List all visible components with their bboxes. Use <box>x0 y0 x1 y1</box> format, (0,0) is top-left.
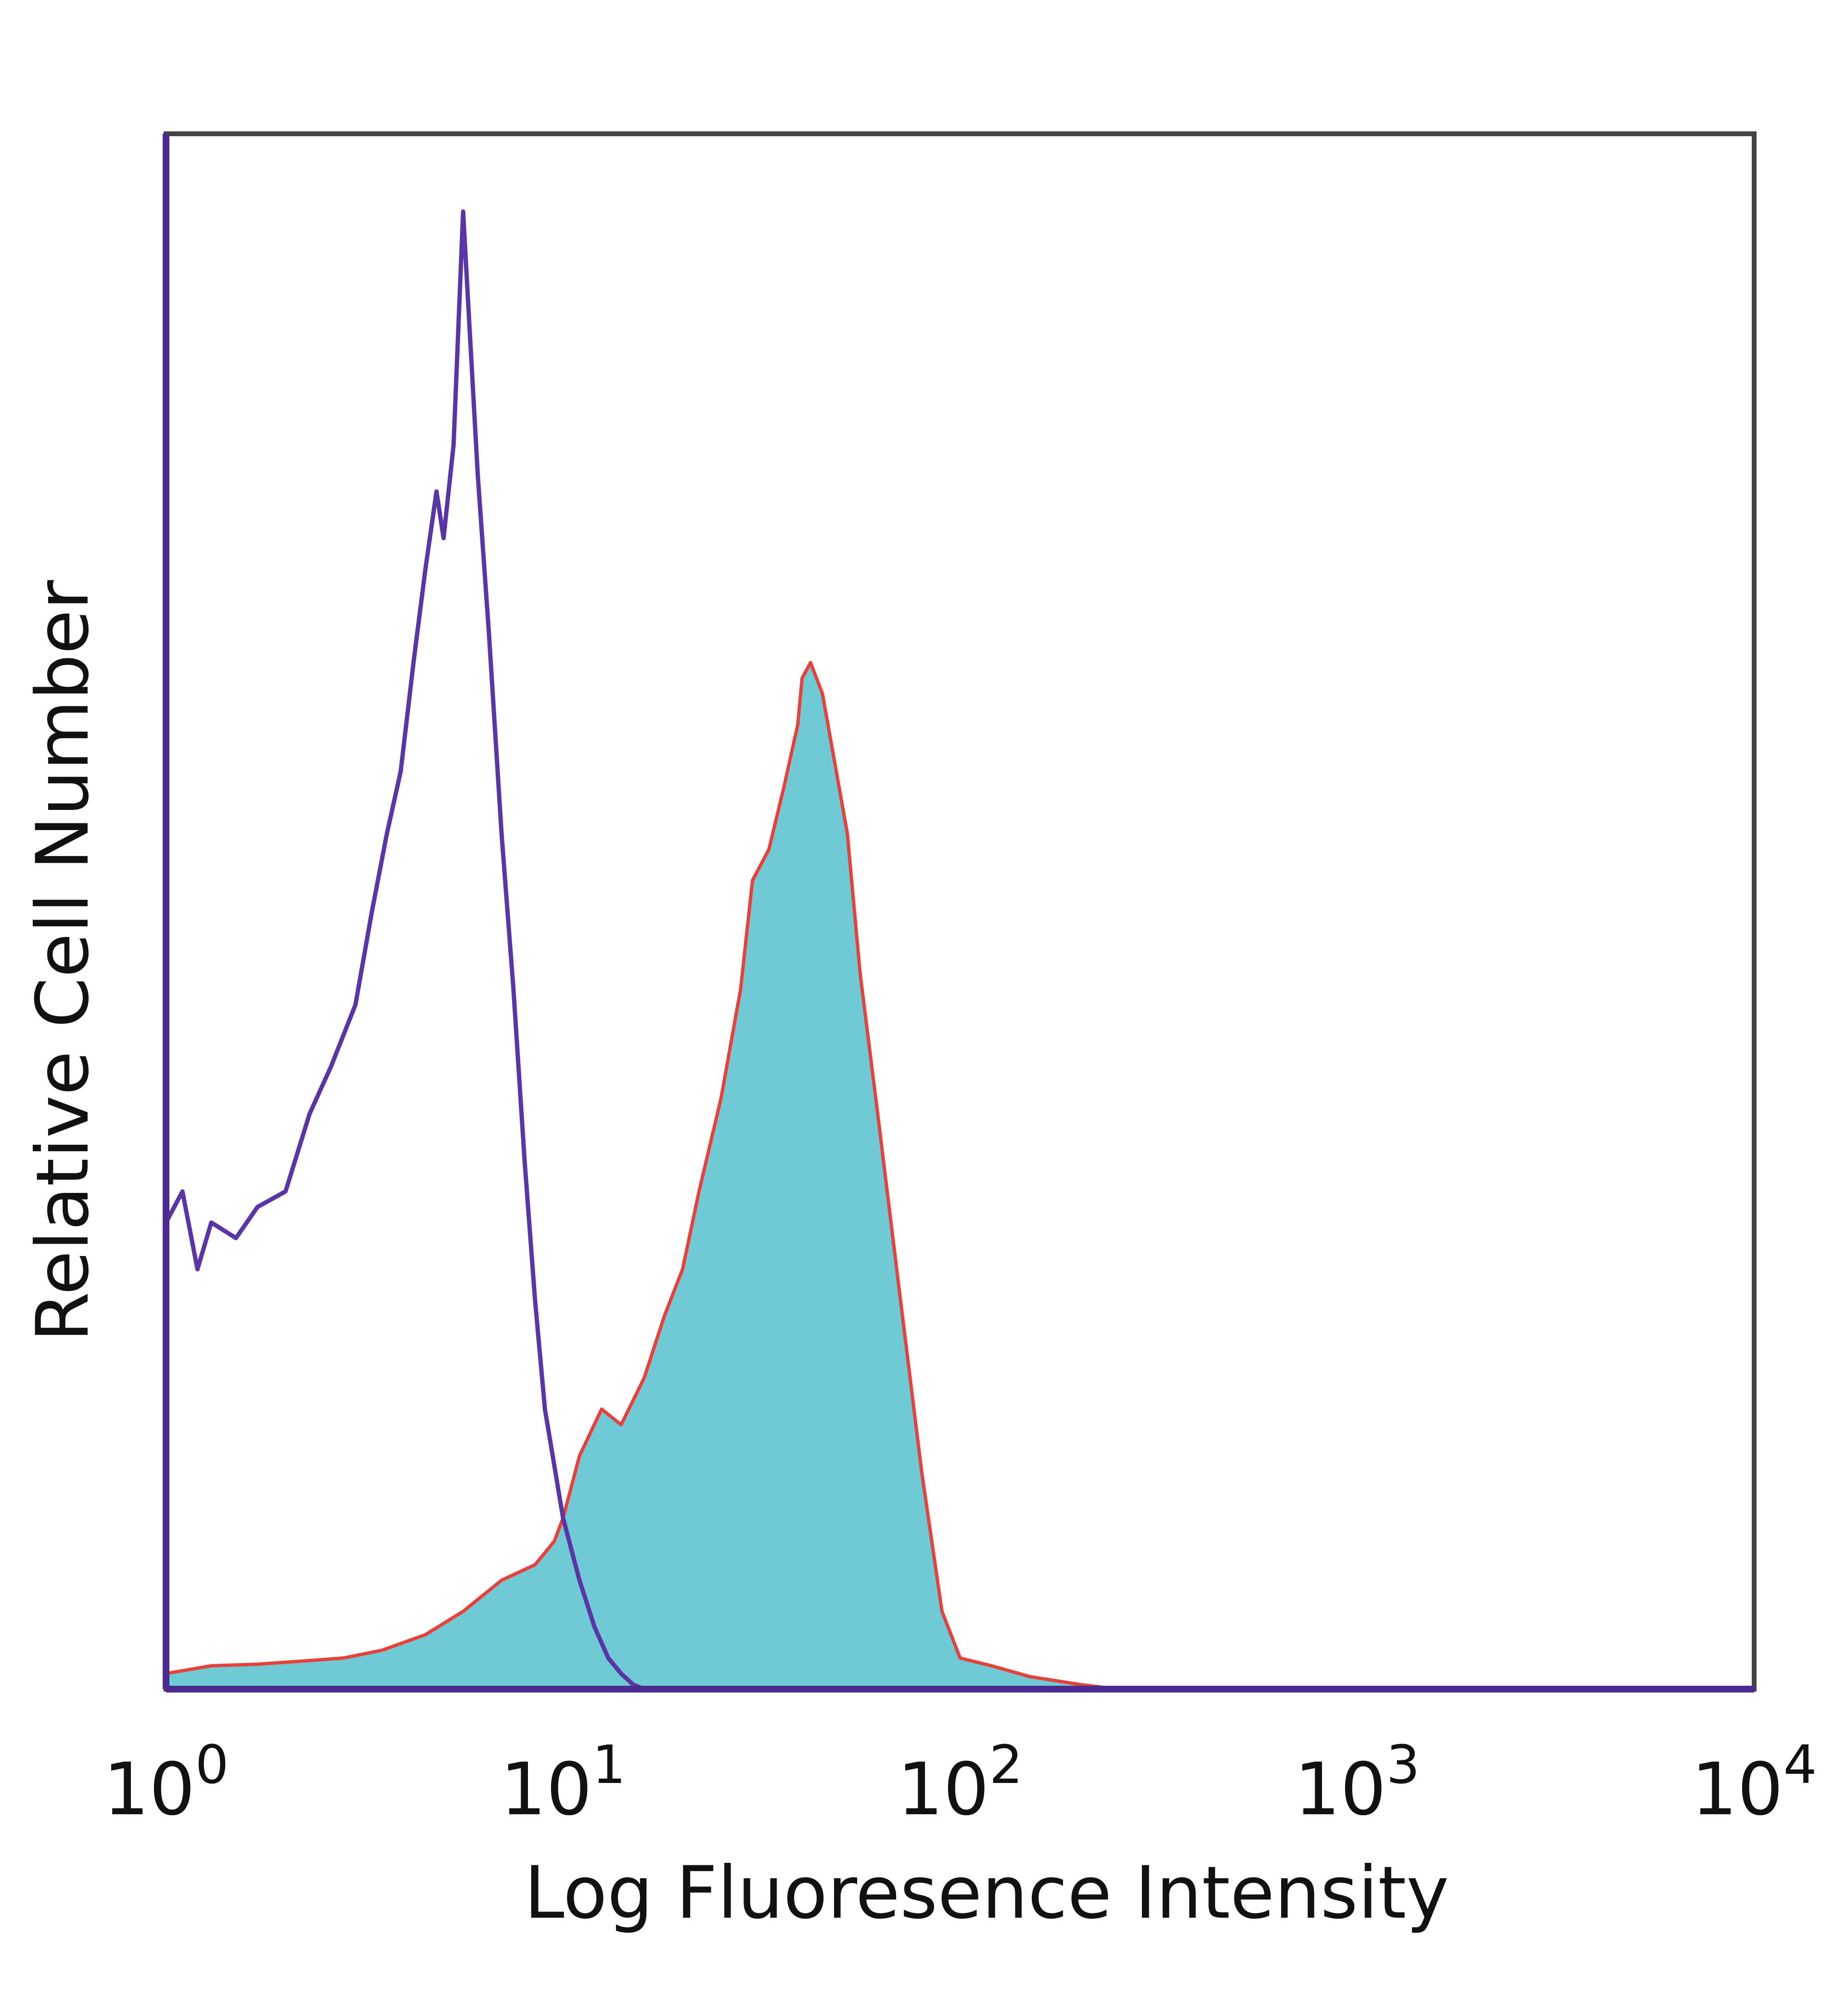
series-0-area <box>166 662 1118 1690</box>
x-axis-label: Log Fluoresence Intensity <box>524 1851 1449 1935</box>
series-1-line <box>164 209 645 1692</box>
x-tick-labels: 100 101 102 103 104 <box>103 1734 1817 1832</box>
series-0-line <box>166 661 1118 1691</box>
x-tick-label-1: 101 <box>500 1734 626 1832</box>
y-axis-label: Relative Cell Number <box>21 580 105 1342</box>
x-tick-label-0: 100 <box>103 1734 229 1832</box>
x-tick-label-3: 103 <box>1295 1734 1420 1832</box>
plot-frame <box>164 131 1757 1692</box>
plot-marks <box>164 209 1118 1692</box>
x-tick-label-4: 104 <box>1692 1734 1817 1832</box>
x-tick-label-2: 102 <box>898 1734 1023 1832</box>
